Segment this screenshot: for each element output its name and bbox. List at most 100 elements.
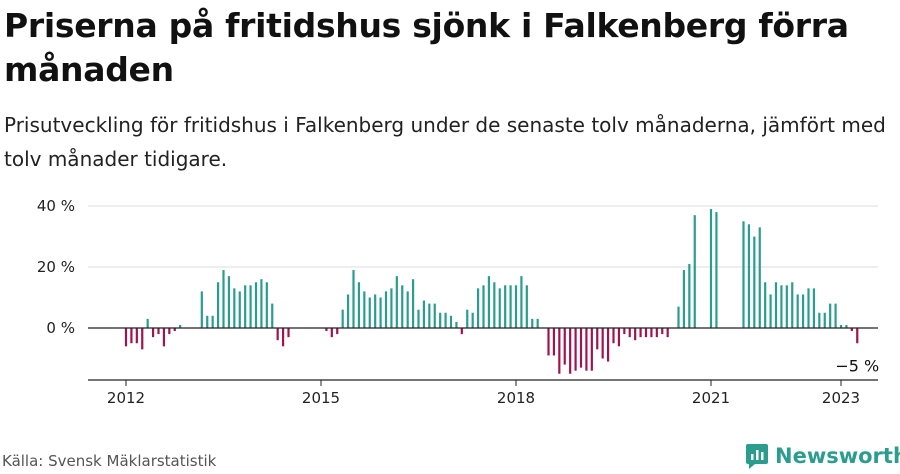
x-tick-label: 2018 — [497, 389, 535, 407]
bar — [666, 328, 669, 338]
chart-subtitle: Prisutveckling för fritidshus i Falkenbe… — [4, 113, 886, 171]
bar — [406, 291, 409, 328]
bar — [411, 279, 415, 328]
bar — [281, 328, 285, 347]
bar — [336, 328, 339, 335]
x-tick-label: 2012 — [107, 389, 145, 407]
bar — [157, 328, 160, 335]
bar — [168, 328, 171, 335]
bar — [520, 276, 523, 328]
bar — [374, 294, 377, 328]
bar — [363, 291, 366, 328]
bar — [839, 324, 843, 328]
bar — [428, 303, 431, 328]
bar — [200, 291, 203, 328]
bar — [596, 328, 599, 350]
grid-layer — [88, 205, 878, 268]
bar — [238, 291, 241, 328]
bar — [639, 328, 642, 338]
bar — [764, 282, 767, 328]
bar — [769, 294, 772, 328]
x-tick-label: 2021 — [692, 389, 730, 407]
bar — [742, 221, 745, 328]
bar — [845, 324, 848, 328]
bar — [801, 294, 805, 328]
bar — [850, 328, 853, 332]
bar — [444, 312, 447, 328]
bar — [574, 328, 577, 371]
bar — [395, 276, 398, 328]
bar — [346, 294, 350, 328]
bar — [276, 328, 279, 341]
bar — [590, 328, 593, 371]
bar — [357, 282, 361, 328]
y-tick-label: 0 % — [46, 319, 75, 337]
bar — [135, 328, 138, 344]
bar — [254, 282, 258, 328]
bar — [829, 303, 832, 328]
bar — [476, 288, 480, 328]
bar — [623, 328, 626, 335]
bar — [644, 328, 648, 338]
newsworthy-logo-icon — [746, 444, 768, 469]
bar — [661, 328, 664, 335]
bar — [514, 285, 518, 328]
bar — [401, 285, 404, 328]
bar — [715, 212, 718, 328]
bar — [558, 328, 561, 374]
axis-layer: 40 % 20 % 0 % 2012 2015 2018 2021 2023 −5 % — [37, 197, 879, 407]
bar — [823, 312, 826, 328]
bar — [471, 312, 474, 328]
bar — [628, 328, 631, 338]
brand-logo: Newsworthy — [745, 441, 900, 471]
bar — [617, 328, 621, 347]
bar — [818, 312, 821, 328]
bar — [606, 328, 610, 362]
bar — [498, 288, 501, 328]
bar — [569, 328, 572, 374]
bar — [807, 288, 810, 328]
bar — [791, 282, 794, 328]
bar — [834, 303, 837, 328]
bar — [130, 328, 133, 344]
bar — [211, 315, 214, 328]
y-tick-label: 40 % — [37, 197, 75, 215]
bar — [493, 282, 496, 328]
brand-name: Newsworthy — [775, 444, 900, 468]
bar-chart: 40 % 20 % 0 % 2012 2015 2018 2021 2023 −5 % — [37, 197, 879, 407]
bar — [417, 309, 420, 328]
bar — [287, 328, 290, 338]
chart-title: Priserna på fritidshus sjönk i Falkenber… — [4, 6, 849, 89]
bar — [531, 318, 534, 328]
bar — [173, 328, 176, 332]
bar — [244, 285, 247, 328]
bar — [384, 291, 388, 328]
bar — [563, 328, 566, 365]
bar — [812, 288, 816, 328]
bar — [341, 309, 344, 328]
bars-layer — [124, 209, 859, 374]
bar — [655, 328, 658, 338]
bar — [368, 297, 371, 328]
bar — [222, 270, 225, 328]
bar — [482, 285, 485, 328]
bar — [146, 318, 149, 328]
bar — [179, 324, 182, 328]
bar — [449, 315, 453, 328]
bar — [785, 285, 788, 328]
bar — [509, 285, 512, 328]
bar — [774, 282, 778, 328]
bar — [796, 294, 799, 328]
bar — [439, 312, 442, 328]
bar — [504, 285, 507, 328]
bar — [460, 328, 463, 335]
bar — [141, 328, 144, 350]
bar — [124, 328, 128, 347]
bar — [206, 315, 209, 328]
bar — [330, 328, 333, 338]
bar — [650, 328, 653, 338]
bar — [271, 303, 274, 328]
source-note: Källa: Svensk Mäklarstatistik — [2, 452, 217, 470]
bar — [688, 263, 691, 328]
bar — [709, 209, 713, 328]
